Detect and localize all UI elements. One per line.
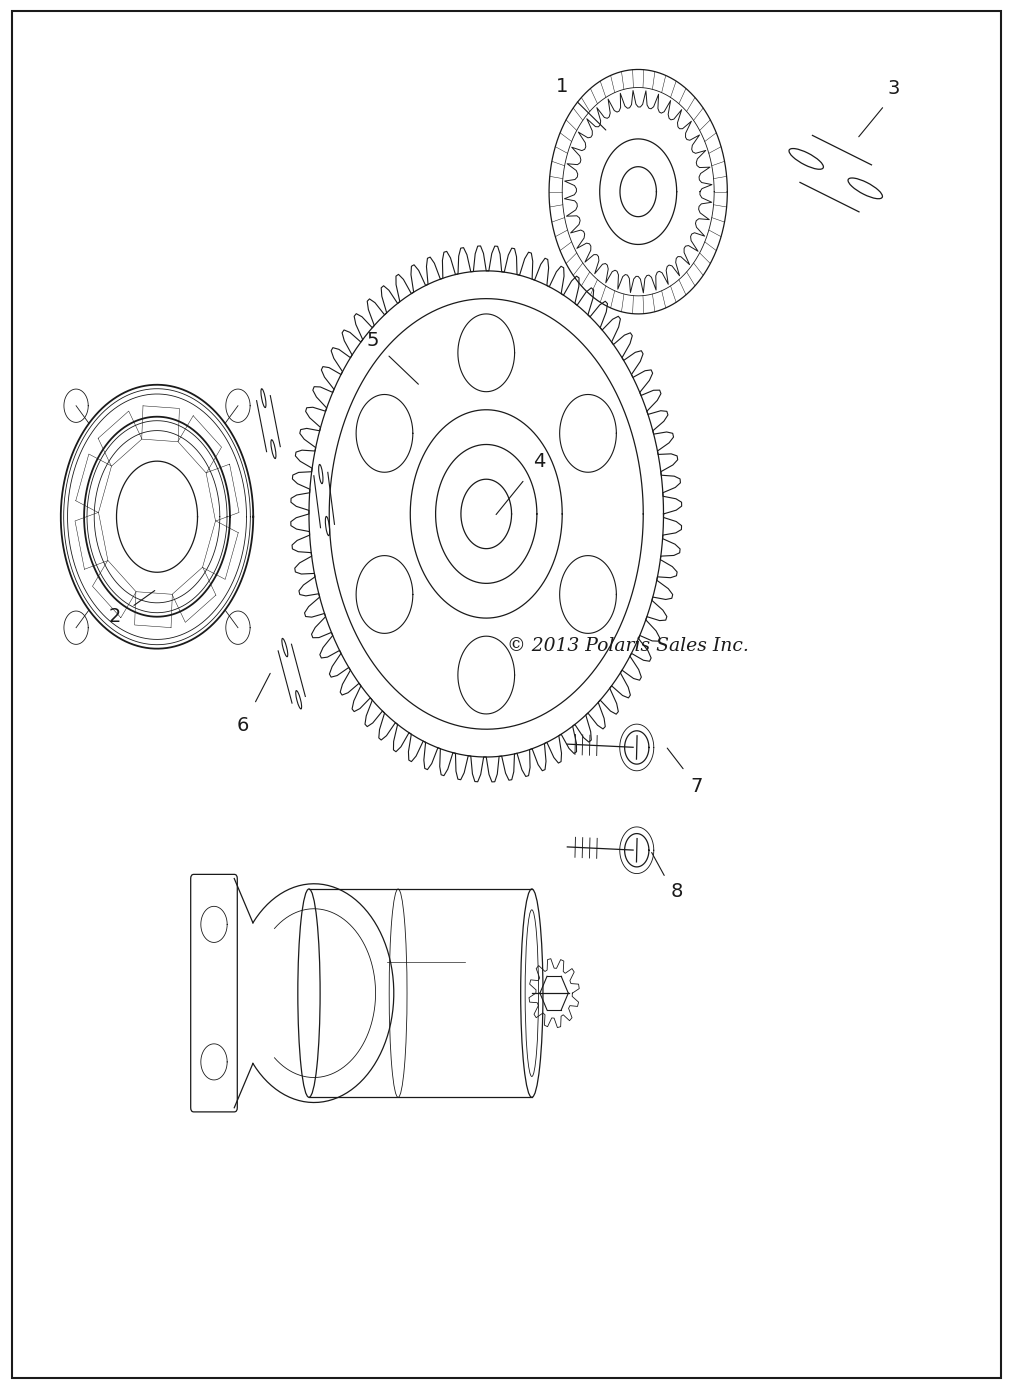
Text: 8: 8	[671, 882, 683, 901]
Text: 3: 3	[887, 79, 900, 99]
Text: 2: 2	[108, 607, 121, 626]
Text: 5: 5	[367, 331, 379, 350]
Text: 1: 1	[556, 76, 568, 96]
Text: 4: 4	[533, 451, 545, 471]
Text: 7: 7	[691, 776, 703, 796]
Text: 6: 6	[237, 715, 249, 735]
Text: © 2013 Polaris Sales Inc.: © 2013 Polaris Sales Inc.	[508, 638, 749, 654]
